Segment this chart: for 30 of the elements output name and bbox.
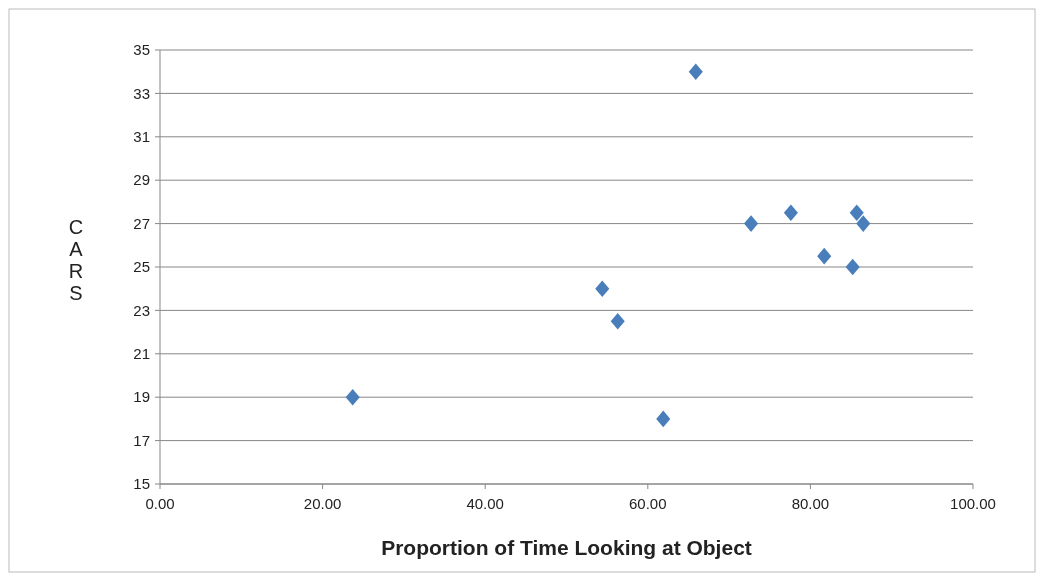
x-tick-label: 60.00 xyxy=(629,495,667,512)
point xyxy=(744,215,759,232)
point xyxy=(856,215,871,232)
y-axis-title: CARS xyxy=(68,216,84,304)
y-tick-label: 15 xyxy=(133,475,150,493)
x-tick-label: 80.00 xyxy=(791,495,830,512)
y-tick-label: 35 xyxy=(133,41,150,59)
y-tick-label: 27 xyxy=(133,214,150,232)
y-tick-label: 23 xyxy=(133,301,150,319)
point xyxy=(595,280,610,297)
point xyxy=(345,388,360,406)
point xyxy=(783,204,798,222)
x-tick-label: 40.00 xyxy=(466,495,504,512)
point xyxy=(688,63,703,80)
point xyxy=(849,204,864,222)
y-tick-label: 17 xyxy=(133,431,150,449)
point xyxy=(817,247,832,265)
y-tick-label: 25 xyxy=(133,258,150,276)
x-tick-label: 100.00 xyxy=(950,495,996,512)
point xyxy=(610,312,625,330)
y-tick-label: 31 xyxy=(133,128,150,146)
y-tick-label: 19 xyxy=(133,388,150,406)
point xyxy=(845,258,860,276)
y-tick-label: 33 xyxy=(133,84,150,102)
y-tick-label: 21 xyxy=(133,345,150,363)
x-tick-label: 20.00 xyxy=(303,495,342,512)
point xyxy=(656,410,671,428)
x-axis-title: Proportion of Time Looking at Object xyxy=(381,536,752,559)
y-tick-label: 29 xyxy=(133,171,150,189)
x-tick-label: 0.00 xyxy=(145,495,175,512)
